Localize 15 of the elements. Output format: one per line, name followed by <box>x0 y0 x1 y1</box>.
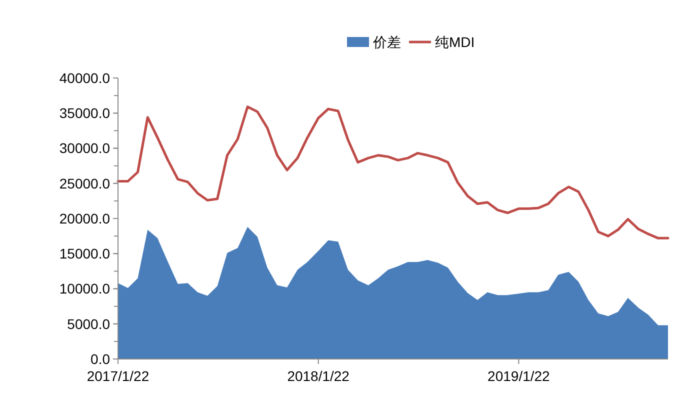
y-tick-label: 15000.0 <box>59 246 110 262</box>
y-tick-label: 10000.0 <box>59 280 110 297</box>
y-tick-label: 35000.0 <box>59 105 110 122</box>
x-tick-label: 2018/1/22 <box>287 368 350 384</box>
y-tick-label: 0.0 <box>90 350 110 367</box>
legend-label: 纯MDI <box>435 34 475 50</box>
y-tick-label: 30000.0 <box>59 140 110 156</box>
x-tick-label: 2019/1/22 <box>488 368 550 384</box>
line-series <box>116 106 670 240</box>
legend-label: 价差 <box>372 34 401 50</box>
y-tick-label: 5000.0 <box>67 316 110 332</box>
y-tick-label: 25000.0 <box>59 175 110 192</box>
y-tick-label: 20000.0 <box>59 210 110 226</box>
x-tick-label: 2017/1/22 <box>86 368 150 384</box>
y-tick-label: 40000.0 <box>59 70 110 86</box>
